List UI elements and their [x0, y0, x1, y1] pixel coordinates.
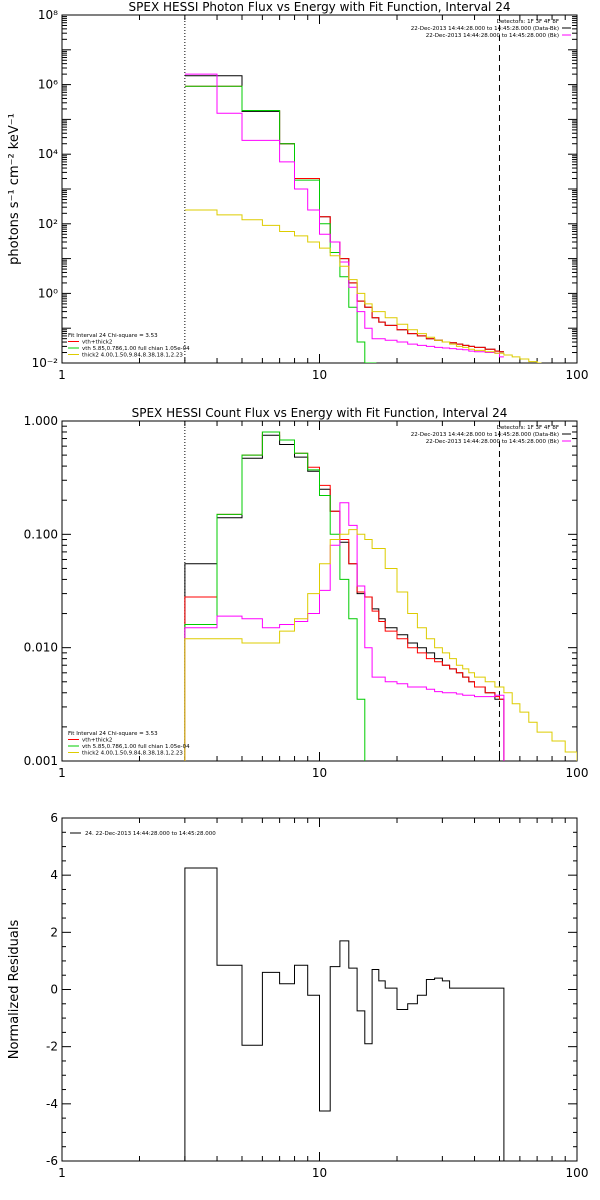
legend-top-right-text: 22-Dec-2013 14:44:28.000 to 14:45:28.000…: [426, 33, 559, 39]
legend-bottom-left-text: thick2 4.00,1.50,9.84,8.38,18.1,2.23: [82, 751, 183, 757]
legend-top-right-text: Detectors: 1F 3F 4F 8F: [497, 19, 559, 25]
y-tick-label: 0: [50, 983, 58, 997]
series-line-3: [184, 502, 505, 761]
series-line-1: [184, 85, 504, 353]
x-tick-label: 100: [566, 1166, 589, 1180]
series-line-0: [184, 434, 505, 761]
chart-title: SPEX HESSI Photon Flux vs Energy with Fi…: [129, 0, 511, 14]
legend-top-right-text: 22-Dec-2013 14:44:28.000 to 14:45:28.000…: [411, 432, 559, 438]
y-tick-label: 4: [50, 868, 58, 882]
series-group: [184, 73, 542, 363]
y-tick-label: -2: [46, 1040, 58, 1054]
legend-bottom-left-text: Fit Interval 24 Chi-square = 3.53: [68, 333, 158, 339]
series-line-4: [184, 209, 542, 363]
residuals-panel: 1 10 100 -6 -4 -2 0 2 4 6 Normalized Residuals 24. …: [7, 811, 588, 1180]
x-tick-label: 10: [312, 1166, 327, 1180]
y-axis-label: photons s⁻¹ cm⁻² keV⁻¹: [7, 113, 22, 265]
y-axis-label: Normalized Residuals: [7, 920, 22, 1060]
y-tick-label: 0.010: [24, 641, 58, 655]
y-tick-label: 10⁻²: [32, 356, 59, 370]
x-tick-label: 100: [566, 766, 589, 780]
y-tick-label: 10⁶: [38, 78, 58, 92]
legend-top-right-text: 22-Dec-2013 14:44:28.000 to 14:45:28.000…: [426, 439, 559, 445]
series-line-4: [184, 529, 577, 761]
legend-bottom-left-text: Fit Interval 24 Chi-square = 3.53: [68, 731, 158, 737]
series-group: [184, 867, 505, 1161]
legend-bottom-left-text: vth+thick2: [82, 738, 112, 744]
count-flux-panel: SPEX HESSI Count Flux vs Energy with Fit…: [24, 406, 589, 780]
legend-bottom-left-text: vth+thick2: [82, 340, 112, 346]
legend-bottom-left-text: vth 5.85,0.786,1.00 full chian 1.05e-04: [82, 346, 190, 352]
x-tick-label: 10: [312, 766, 327, 780]
legend-top-right-text: 22-Dec-2013 14:44:28.000 to 14:45:28.000…: [411, 26, 559, 32]
x-tick-label: 1: [58, 766, 66, 780]
series-line-0: [184, 867, 505, 1161]
y-tick-label: -4: [46, 1097, 58, 1111]
series-line-3: [184, 73, 504, 358]
legend-top-right-text: Detectors: 1F 3F 4F 8F: [497, 425, 559, 431]
legend-top-left-text: 24. 22-Dec-2013 14:44:28.000 to 14:45:28…: [85, 831, 216, 837]
series-line-0: [184, 75, 504, 353]
y-tick-label: 0.100: [24, 527, 58, 541]
y-tick-label: 10²: [38, 217, 58, 231]
y-tick-label: 1.000: [24, 414, 58, 428]
series-line-2: [184, 85, 377, 363]
series-group: [184, 431, 577, 761]
legend-bottom-left-text: thick2 4.00,1.50,9.84,8.38,18.1,2.23: [82, 353, 183, 359]
y-tick-label: 10⁰: [38, 286, 58, 300]
y-tick-label: 0.001: [24, 754, 58, 768]
series-line-2: [184, 431, 370, 761]
y-tick-label: -6: [46, 1154, 58, 1168]
x-tick-label: 1: [58, 1166, 66, 1180]
y-tick-label: 10⁴: [38, 147, 58, 161]
x-tick-label: 10: [312, 368, 327, 382]
legend-bottom-left-text: vth 5.85,0.786,1.00 full chian 1.05e-04: [82, 744, 190, 750]
chart-title: SPEX HESSI Count Flux vs Energy with Fit…: [132, 406, 508, 420]
y-tick-label: 2: [50, 925, 58, 939]
series-line-1: [184, 431, 505, 761]
y-tick-label: 6: [50, 811, 58, 825]
photon-flux-panel: SPEX HESSI Photon Flux vs Energy with Fi…: [7, 0, 588, 382]
x-tick-label: 1: [58, 368, 66, 382]
y-tick-label: 10⁸: [38, 8, 58, 22]
x-tick-label: 100: [566, 368, 589, 382]
